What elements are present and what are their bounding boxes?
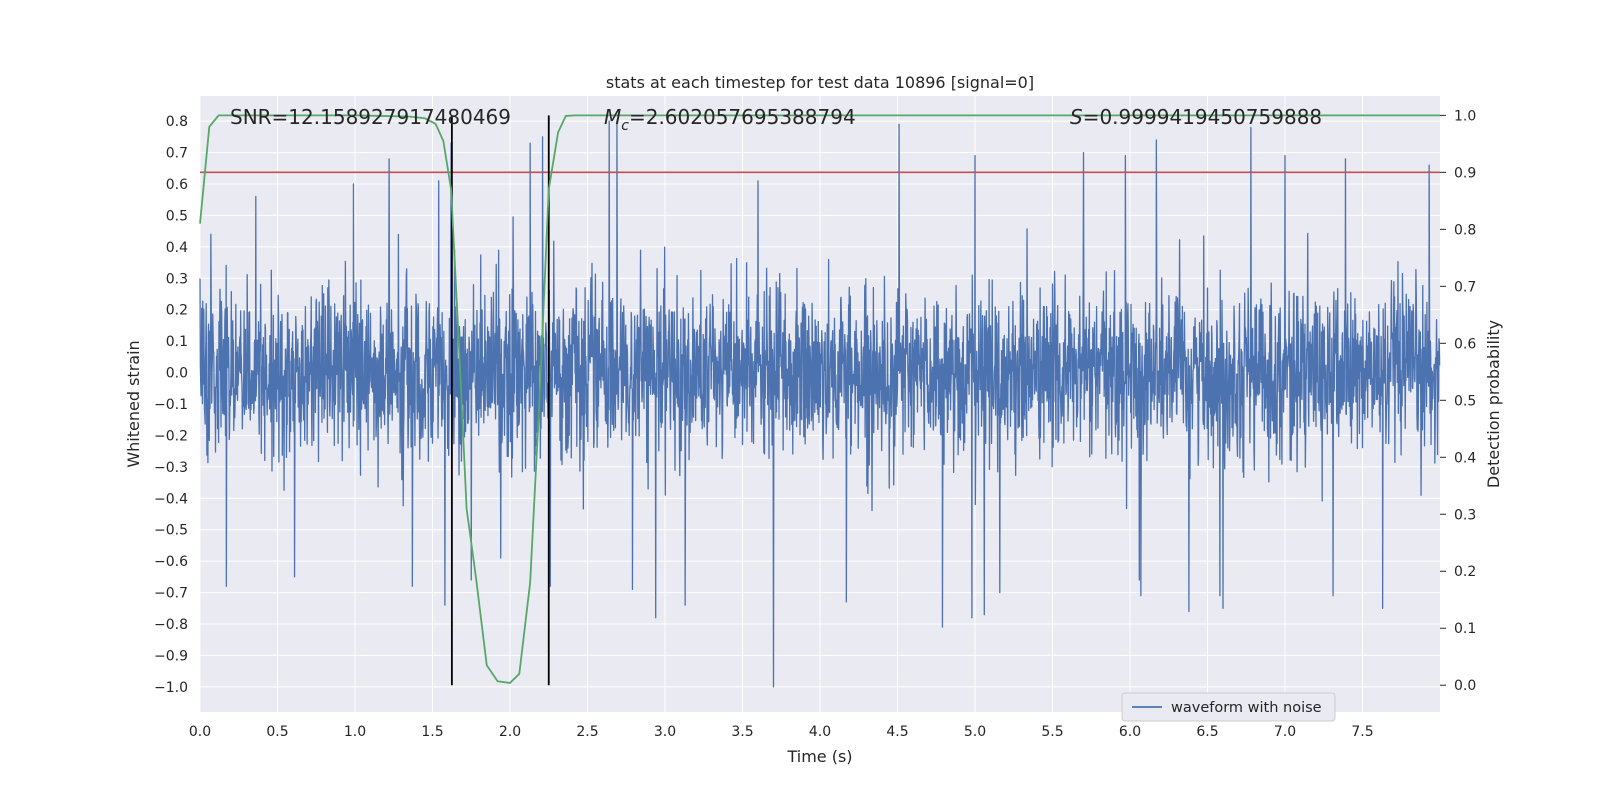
right-tick-label: 0.5: [1454, 393, 1476, 409]
right-tick-label: 0.2: [1454, 564, 1476, 580]
x-tick-label: 2.0: [499, 724, 521, 740]
right-tick-label: 0.0: [1454, 678, 1476, 694]
chirp-mass-annotation: Mc=2.602057695388794: [604, 105, 856, 134]
legend-label-waveform: waveform with noise: [1171, 700, 1322, 716]
x-tick-label: 1.0: [344, 724, 366, 740]
left-tick-label: 0.4: [166, 240, 188, 256]
x-tick-label: 5.0: [964, 724, 986, 740]
chart-title: stats at each timestep for test data 108…: [606, 73, 1034, 92]
left-tick-label: 0.0: [166, 366, 188, 382]
s-symbol: S: [1070, 105, 1083, 129]
right-axis-ticks: 1.0 0.9 0.8 0.7 0.6 0.5 0.4 0.3 0.2 0.1 0.0: [1440, 108, 1476, 694]
left-tick-label: −0.5: [154, 523, 188, 539]
left-tick-label: 0.1: [166, 334, 188, 350]
chirp-mass-subscript: c: [621, 118, 629, 134]
chirp-mass-value: =2.602057695388794: [629, 105, 856, 129]
chirp-mass-symbol: M: [604, 105, 621, 129]
left-tick-label: −0.9: [154, 648, 188, 664]
left-tick-label: −0.6: [154, 554, 188, 570]
left-tick-label: 0.3: [166, 271, 188, 287]
legend-box: [1121, 692, 1336, 722]
left-tick-label: −0.3: [154, 460, 188, 476]
x-tick-label: 7.5: [1351, 724, 1373, 740]
left-tick-label: 0.8: [166, 114, 188, 130]
left-tick-label: −0.2: [154, 428, 188, 444]
x-tick-label: 0.0: [189, 724, 211, 740]
left-tick-label: 0.6: [166, 177, 188, 193]
x-tick-label: 4.0: [809, 724, 831, 740]
x-tick-label: 6.5: [1196, 724, 1218, 740]
right-tick-label: 0.9: [1454, 165, 1476, 181]
x-tick-label: 5.5: [1041, 724, 1063, 740]
waveform-line: [199, 120, 1441, 688]
waveform-with-noise-series: [199, 120, 1441, 688]
x-tick-label: 3.0: [654, 724, 676, 740]
x-axis-label: Time (s): [786, 747, 852, 766]
right-tick-label: 0.7: [1454, 279, 1476, 295]
s-value: =0.9999419450759888: [1083, 105, 1322, 129]
right-tick-label: 0.6: [1454, 336, 1476, 352]
left-axis-ticks: 0.8 0.7 0.6 0.5 0.4 0.3 0.2 0.1 0.0 −0.1 −0.2 −0.3 −…: [154, 114, 188, 696]
legend: waveform with noise: [1121, 692, 1336, 722]
x-tick-label: 2.5: [576, 724, 598, 740]
x-tick-label: 3.5: [731, 724, 753, 740]
left-tick-label: 0.7: [166, 146, 188, 162]
overlay-lines: [199, 114, 1440, 686]
x-tick-label: 7.0: [1274, 724, 1296, 740]
s-annotation: S=0.9999419450759888: [1070, 105, 1322, 129]
left-tick-label: −0.1: [154, 397, 188, 413]
right-tick-label: 1.0: [1454, 108, 1476, 124]
snr-annotation: SNR=12.158927917480469: [230, 105, 511, 129]
x-tick-label: 1.5: [421, 724, 443, 740]
left-tick-label: −0.8: [154, 617, 188, 633]
left-axis-label: Whitened strain: [124, 340, 143, 467]
left-tick-label: 0.5: [166, 208, 188, 224]
right-tick-label: 0.1: [1454, 621, 1476, 637]
left-tick-label: −1.0: [154, 680, 188, 696]
detection-probability-line: [199, 114, 1440, 684]
right-tick-label: 0.8: [1454, 222, 1476, 238]
left-tick-label: 0.2: [166, 303, 188, 319]
right-axis-label: Detection probability: [1484, 320, 1503, 488]
right-tick-label: 0.3: [1454, 507, 1476, 523]
right-tick-label: 0.4: [1454, 450, 1476, 466]
left-tick-label: −0.4: [154, 491, 188, 507]
x-tick-label: 4.5: [886, 724, 908, 740]
x-tick-label: 0.5: [266, 724, 288, 740]
x-tick-label: 6.0: [1119, 724, 1141, 740]
x-axis-ticks: 0.0 0.5 1.0 1.5 2.0 2.5 3.0 3.5 4.0 4.5 5.0 5.5 6.0 6…: [189, 724, 1374, 740]
left-tick-label: −0.7: [154, 586, 188, 602]
